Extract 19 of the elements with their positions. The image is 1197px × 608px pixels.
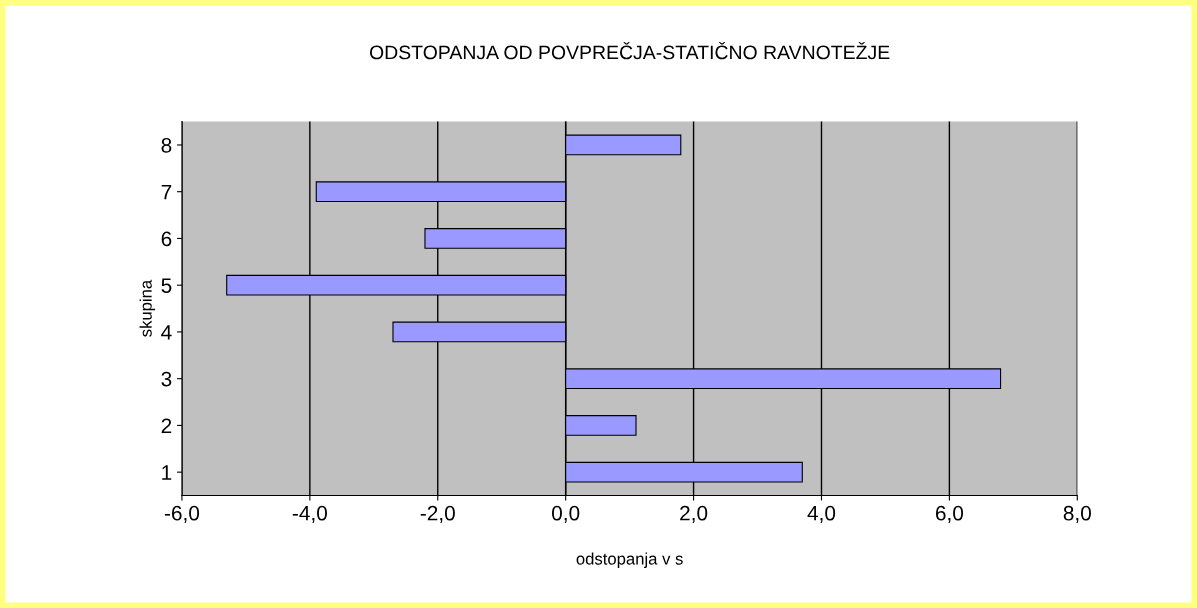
y-tick-label: 8: [161, 137, 172, 153]
y-tick-label: 6: [161, 231, 172, 247]
x-tick-label: 0,0: [552, 505, 580, 524]
x-tick-label: 6,0: [935, 505, 964, 524]
y-tick-label: 3: [161, 371, 172, 387]
y-axis-title: skupina: [139, 279, 156, 337]
x-tick-label: -4,0: [292, 505, 327, 524]
y-tick-label: 2: [161, 418, 172, 433]
y-tick-label: 7: [161, 184, 172, 200]
x-tick-label: 2,0: [680, 505, 708, 524]
x-tick-label: -2,0: [420, 505, 455, 524]
y-tick-label: 5: [161, 278, 172, 293]
x-tick-label: -6,0: [164, 505, 200, 524]
chart-title: ODSTOPANJA OD POVPREČJA-STATIČNO RAVNOTEŽJE: [369, 42, 890, 60]
y-tick-label: 4: [161, 325, 172, 340]
x-tick-label: 4,0: [807, 505, 836, 524]
y-tick-label: 1: [162, 465, 172, 480]
x-tick-label: 8,0: [1063, 505, 1091, 524]
x-axis-title: odstopanja v s: [576, 552, 683, 568]
